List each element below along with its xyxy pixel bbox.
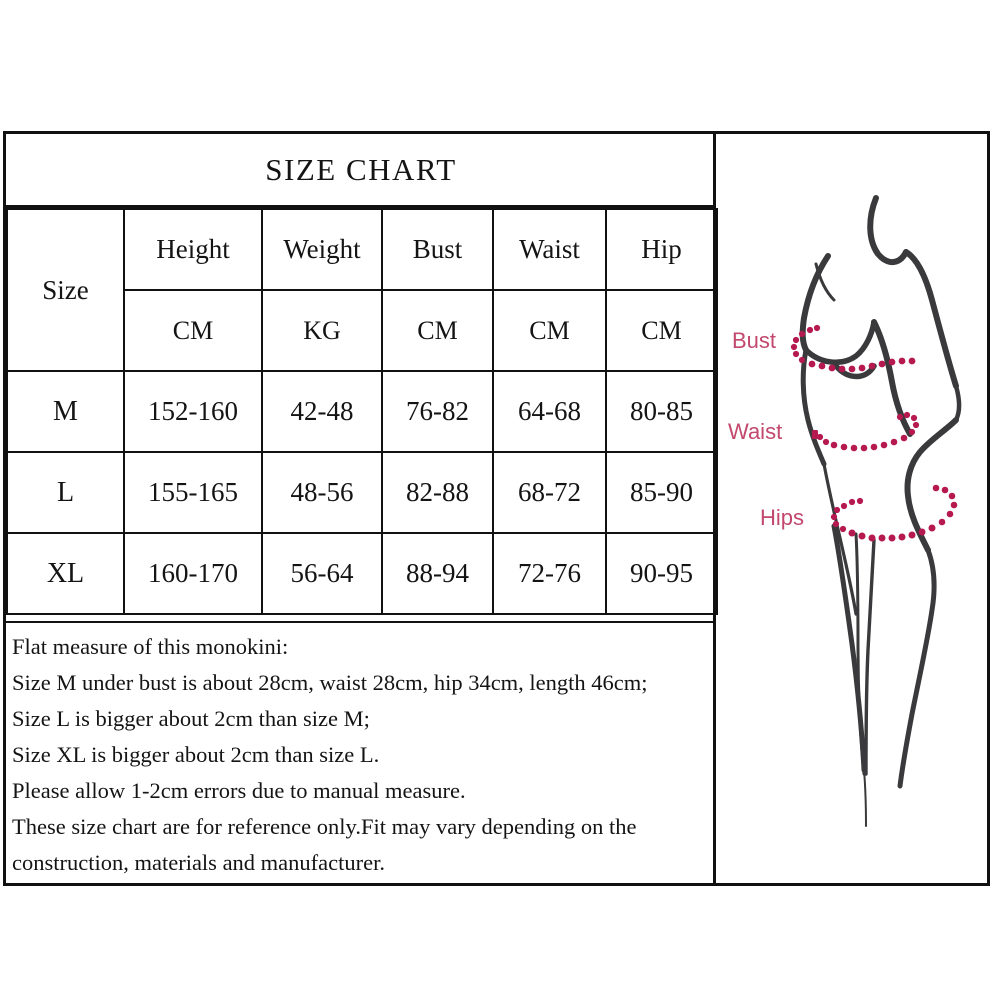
table-unit-row: CM KG CM CM CM [7, 289, 718, 372]
row-size-xl: XL [6, 532, 125, 615]
page-title-text: SIZE CHART [265, 151, 457, 187]
bust-label: Bust [732, 328, 777, 353]
note-line: construction, materials and manufacturer… [12, 850, 385, 875]
cell-xl-weight: 56-64 [261, 532, 383, 615]
cell-xl-bust: 88-94 [381, 532, 494, 615]
header-height: Height [123, 208, 263, 291]
note-line: Size M under bust is about 28cm, waist 2… [12, 670, 648, 695]
row-size-l: L [6, 451, 125, 534]
table-header-row: Size Height Weight Bust Waist Hip [6, 208, 718, 372]
cell-m-waist: 64-68 [492, 370, 607, 453]
table-panel: SIZE CHART Size Height Weight Bust Waist… [6, 134, 718, 883]
cell-m-height: 152-160 [123, 370, 263, 453]
header-size: Size [6, 208, 125, 372]
female-body-illustration [790, 195, 962, 827]
note-line: Size L is bigger about 2cm than size M; [12, 706, 370, 731]
cell-xl-waist: 72-76 [492, 532, 607, 615]
unit-hip: CM [605, 289, 718, 372]
unit-weight: KG [261, 289, 383, 372]
cell-l-weight: 48-56 [261, 451, 383, 534]
waist-label: Waist [728, 419, 783, 444]
table-row: M 152-160 42-48 76-82 64-68 80-85 [6, 370, 718, 453]
waist-measure-ring-icon [812, 411, 920, 452]
cell-m-weight: 42-48 [261, 370, 383, 453]
chart-frame: SIZE CHART Size Height Weight Bust Waist… [3, 131, 990, 886]
cell-xl-hip: 90-95 [605, 532, 718, 615]
header-waist: Waist [492, 208, 607, 291]
body-diagram-panel: Bust Waist Hips [716, 134, 987, 883]
header-bust: Bust [381, 208, 494, 291]
cell-l-waist: 68-72 [492, 451, 607, 534]
unit-bust: CM [381, 289, 494, 372]
cell-xl-height: 160-170 [123, 532, 263, 615]
size-table: Size Height Weight Bust Waist Hip CM KG … [6, 208, 718, 615]
cell-l-height: 155-165 [123, 451, 263, 534]
header-weight: Weight [261, 208, 383, 291]
cell-m-bust: 76-82 [381, 370, 494, 453]
note-line: These size chart are for reference only.… [12, 814, 637, 839]
cell-l-bust: 82-88 [381, 451, 494, 534]
notes-block: Flat measure of this monokini: Size M un… [6, 621, 716, 883]
unit-waist: CM [492, 289, 607, 372]
unit-height: CM [123, 289, 263, 372]
table-row: L 155-165 48-56 82-88 68-72 85-90 [6, 451, 718, 534]
body-outline-icon [799, 195, 962, 827]
note-line: Flat measure of this monokini: [12, 634, 289, 659]
row-size-m: M [6, 370, 125, 453]
bust-measure-ring-icon [790, 324, 916, 373]
cell-m-hip: 80-85 [605, 370, 718, 453]
note-line: Please allow 1-2cm errors due to manual … [12, 778, 466, 803]
note-line: Size XL is bigger about 2cm than size L. [12, 742, 380, 767]
table-row: XL 160-170 56-64 88-94 72-76 90-95 [6, 532, 718, 615]
cell-l-hip: 85-90 [605, 451, 718, 534]
hips-label: Hips [760, 505, 805, 530]
hips-measure-ring-icon [830, 484, 958, 542]
header-hip: Hip [605, 208, 718, 291]
page-title: SIZE CHART [6, 134, 716, 208]
